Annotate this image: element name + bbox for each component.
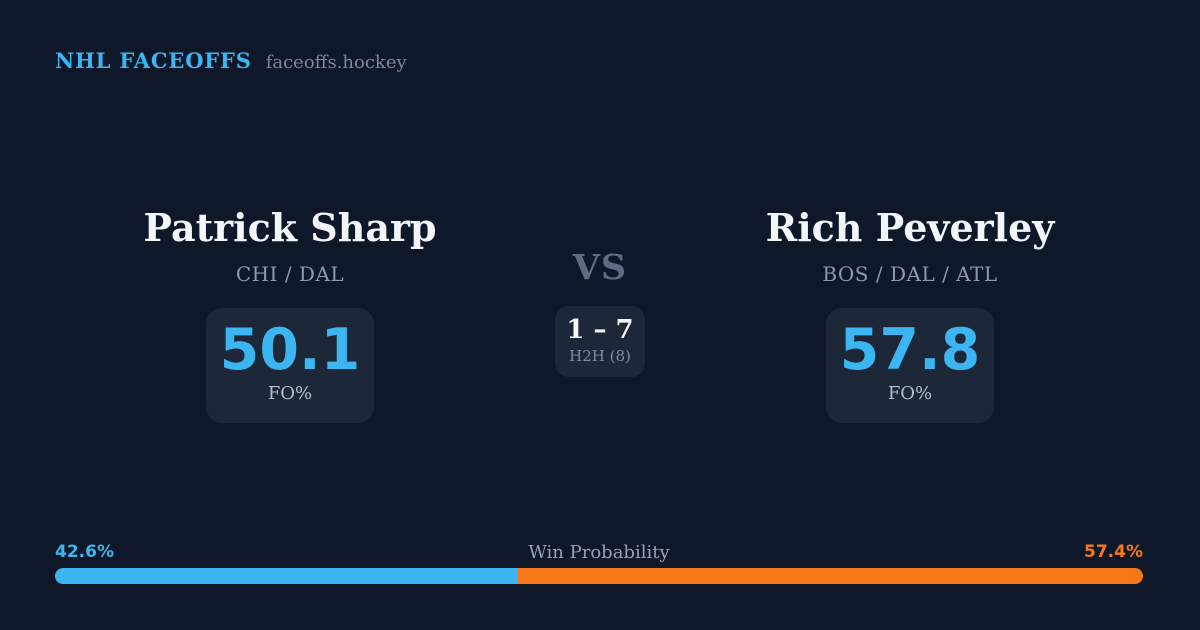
player-right-stat-card: 57.8 FO%	[826, 308, 994, 423]
h2h-card: 1 – 7 H2H (8)	[555, 306, 645, 377]
win-prob-right-value: 57.4%	[1084, 542, 1143, 562]
versus-block: VS 1 – 7 H2H (8)	[525, 247, 675, 377]
win-prob-left-value: 42.6%	[55, 542, 114, 562]
player-right-fo-percentage: 57.8	[839, 317, 981, 383]
player-left-fo-percentage: 50.1	[219, 317, 361, 383]
player-left-teams: CHI / DAL	[235, 262, 345, 286]
win-probability-labels: 42.6% Win Probability 57.4%	[55, 542, 1143, 563]
player-left-stat-card: 50.1 FO%	[206, 308, 374, 423]
player-left-name: Patrick Sharp	[143, 205, 437, 250]
player-right-teams: BOS / DAL / ATL	[822, 262, 998, 286]
win-bar-left-segment	[55, 568, 519, 584]
h2h-label: H2H (8)	[569, 347, 631, 365]
vs-label: VS	[572, 247, 628, 288]
win-probability-bar	[55, 568, 1143, 584]
brand-logo: NHL FACEOFFS	[55, 48, 252, 73]
player-left-column: Patrick Sharp CHI / DAL 50.1 FO%	[105, 203, 475, 423]
header: NHL FACEOFFS faceoffs.hockey	[55, 48, 407, 73]
h2h-score: 1 – 7	[566, 315, 634, 345]
player-right-fo-label: FO%	[887, 383, 933, 404]
win-prob-title: Win Probability	[528, 542, 670, 563]
player-right-name: Rich Peverley	[765, 205, 1055, 250]
player-right-column: Rich Peverley BOS / DAL / ATL 57.8 FO%	[725, 203, 1095, 423]
player-left-fo-label: FO%	[267, 383, 313, 404]
site-url: faceoffs.hockey	[265, 52, 407, 73]
win-bar-right-segment	[518, 568, 1143, 584]
